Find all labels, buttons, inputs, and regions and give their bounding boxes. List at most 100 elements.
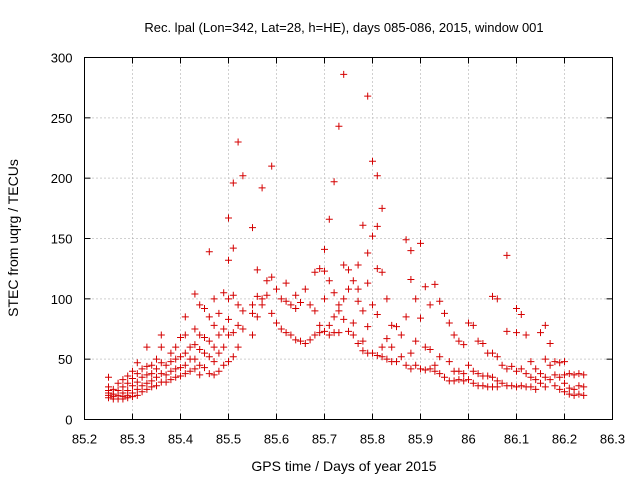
data-point	[119, 395, 127, 403]
data-point	[301, 285, 309, 293]
data-point	[105, 373, 112, 381]
data-point	[575, 382, 583, 390]
data-point	[239, 325, 247, 333]
data-point	[407, 365, 415, 373]
data-point	[508, 362, 516, 370]
data-point	[383, 295, 391, 303]
data-point	[196, 346, 204, 354]
data-point	[215, 349, 223, 357]
data-point	[537, 370, 544, 378]
data-point	[325, 277, 333, 285]
data-point	[172, 355, 180, 363]
data-point	[388, 321, 396, 329]
data-point	[493, 295, 501, 303]
data-point	[287, 301, 295, 309]
data-point	[517, 311, 525, 319]
data-point	[493, 383, 501, 391]
data-point	[167, 376, 175, 384]
data-point	[196, 331, 204, 339]
data-points	[105, 70, 588, 403]
data-point	[292, 304, 300, 312]
data-point	[225, 331, 232, 339]
data-point	[369, 232, 376, 240]
data-point	[393, 323, 400, 331]
data-point	[138, 373, 146, 381]
data-point	[580, 371, 588, 379]
data-point	[229, 291, 237, 299]
data-point	[465, 319, 472, 327]
data-point	[153, 373, 160, 381]
data-point	[196, 371, 204, 379]
data-point	[474, 370, 482, 378]
data-point	[450, 331, 458, 339]
data-point	[316, 321, 324, 329]
data-point	[162, 378, 170, 386]
data-point	[551, 382, 559, 390]
data-point	[277, 325, 285, 333]
y-tick-label: 50	[58, 352, 72, 367]
data-point	[229, 244, 237, 252]
grid	[84, 57, 613, 420]
data-point	[565, 390, 573, 398]
data-point	[349, 277, 357, 285]
data-point	[575, 370, 583, 378]
data-point	[273, 319, 280, 327]
data-point	[191, 341, 199, 349]
data-point	[143, 362, 151, 370]
data-point	[378, 204, 386, 212]
data-point	[402, 313, 410, 321]
data-point	[565, 384, 573, 392]
chart-title: Rec. lpal (Lon=342, Lat=28, h=HE), days …	[144, 20, 543, 35]
data-point	[201, 349, 208, 357]
data-point	[445, 358, 453, 366]
data-point	[253, 292, 261, 300]
data-point	[119, 383, 127, 391]
data-point	[162, 371, 170, 379]
data-point	[215, 309, 223, 317]
data-point	[364, 249, 372, 257]
data-point	[513, 329, 520, 337]
data-point	[133, 385, 141, 393]
data-point	[431, 280, 439, 288]
data-point	[503, 251, 511, 259]
data-point	[493, 353, 501, 361]
data-point	[359, 347, 367, 355]
data-point	[205, 337, 213, 345]
data-point	[311, 307, 319, 315]
data-point	[349, 319, 357, 327]
data-point	[489, 292, 496, 300]
data-point	[220, 289, 228, 297]
y-axis-label: STEC from uqrg / TECUs	[5, 159, 21, 317]
data-point	[191, 290, 199, 298]
data-point	[407, 349, 415, 357]
data-point	[153, 355, 160, 363]
data-point	[537, 329, 544, 337]
data-point	[546, 361, 554, 369]
data-point	[277, 295, 285, 303]
data-point	[556, 359, 564, 367]
x-axis-label: GPS time / Days of year 2015	[251, 458, 436, 474]
data-point	[445, 319, 453, 327]
data-point	[220, 343, 228, 351]
data-point	[225, 256, 232, 264]
data-point	[421, 283, 429, 291]
data-point	[469, 379, 477, 387]
data-point	[441, 309, 448, 317]
data-point	[181, 331, 189, 339]
data-point	[378, 343, 386, 351]
data-point	[565, 370, 573, 378]
x-tick-label: 86	[461, 432, 475, 447]
data-point	[527, 358, 535, 366]
data-point	[258, 301, 266, 309]
data-point	[148, 370, 156, 378]
data-point	[177, 333, 184, 341]
data-point	[114, 379, 122, 387]
x-tick-label: 85.8	[360, 432, 385, 447]
data-point	[498, 379, 506, 387]
y-tick-label: 0	[65, 413, 72, 428]
data-point	[340, 70, 348, 78]
data-point	[484, 372, 492, 380]
data-point	[138, 382, 146, 390]
data-point	[580, 383, 588, 391]
